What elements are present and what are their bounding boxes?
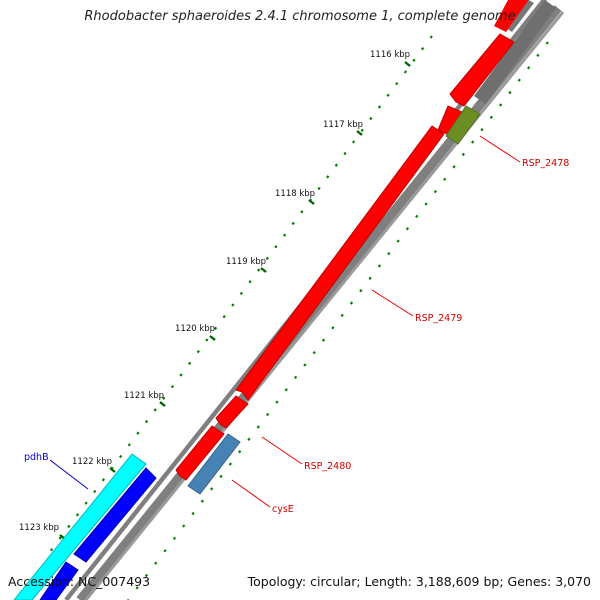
- gene-cysE-feature[interactable]: [187, 433, 241, 495]
- feature-grey-top[interactable]: [474, 0, 556, 104]
- leader-RSP_2478: [479, 135, 521, 163]
- leader-RSP_2480: [261, 436, 303, 465]
- gene-label-cysE[interactable]: cysE: [272, 504, 294, 515]
- feature-blue-lower[interactable]: [39, 561, 79, 600]
- kbp-label-1122: 1122 kbp: [72, 457, 112, 467]
- kbp-label-1116: 1116 kbp: [370, 50, 410, 60]
- gene-RSP_2480-feature[interactable]: [215, 395, 249, 429]
- kbp-label-1118: 1118 kbp: [275, 189, 315, 199]
- gene-pdhB-feature[interactable]: [13, 453, 147, 600]
- gene-label-RSP_2479[interactable]: RSP_2479: [415, 313, 462, 324]
- kbp-label-1117: 1117 kbp: [323, 120, 363, 130]
- kbp-label-1123: 1123 kbp: [19, 523, 59, 533]
- kbp-label-1119: 1119 kbp: [226, 257, 266, 267]
- gene-label-RSP_2478[interactable]: RSP_2478: [522, 158, 569, 169]
- kbp-tick-marks: [59, 61, 411, 540]
- feature-blue-upper[interactable]: [73, 467, 157, 563]
- kbp-label-1121: 1121 kbp: [124, 391, 164, 401]
- accession-label: Accession: NC_007493: [8, 574, 151, 589]
- leader-cysE: [231, 479, 271, 508]
- leader-RSP_2479: [371, 289, 414, 317]
- gene-label-RSP_2480[interactable]: RSP_2480: [304, 461, 351, 472]
- kbp-label-1120: 1120 kbp: [175, 324, 215, 334]
- genome-summary: Topology: circular; Length: 3,188,609 bp…: [247, 574, 591, 589]
- gene-RSP_2478-feature[interactable]: [449, 33, 515, 107]
- leader-pdhB: [49, 459, 89, 490]
- feature-olive[interactable]: [445, 105, 481, 145]
- gene-label-pdhB[interactable]: pdhB: [24, 452, 49, 463]
- map-title: Rhodobacter sphaeroides 2.4.1 chromosome…: [84, 9, 516, 24]
- tick-ring-outer: [43, 35, 433, 561]
- gene-RSP_2479-main[interactable]: [235, 125, 445, 401]
